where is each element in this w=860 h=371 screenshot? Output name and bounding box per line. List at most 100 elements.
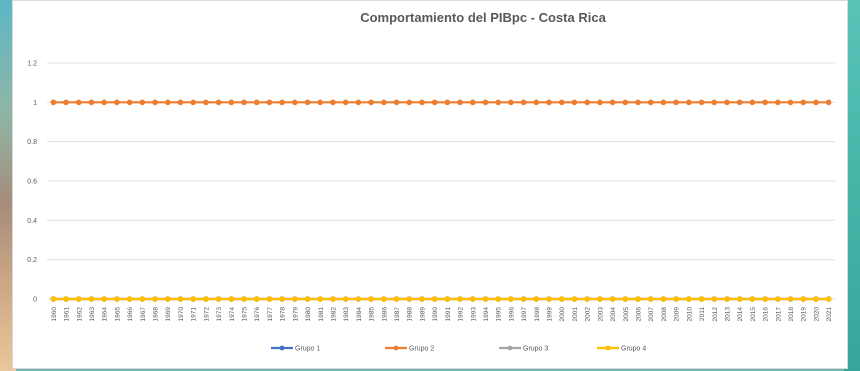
data-point[interactable] xyxy=(330,296,336,302)
data-point[interactable] xyxy=(825,296,832,302)
data-point[interactable] xyxy=(698,99,705,106)
data-point[interactable] xyxy=(139,296,146,302)
data-point[interactable] xyxy=(126,99,133,106)
data-point[interactable] xyxy=(444,296,451,302)
data-point[interactable] xyxy=(177,296,184,302)
data-point[interactable] xyxy=(304,99,311,106)
data-point[interactable] xyxy=(457,99,463,106)
data-point[interactable] xyxy=(292,296,298,302)
data-point[interactable] xyxy=(393,296,400,302)
data-point[interactable] xyxy=(419,296,425,302)
legend-item[interactable]: Grupo 3 xyxy=(499,346,548,353)
data-point[interactable] xyxy=(342,99,349,106)
data-point[interactable] xyxy=(813,99,819,106)
data-point[interactable] xyxy=(520,296,527,302)
data-point[interactable] xyxy=(622,99,629,106)
series-grupo-2[interactable] xyxy=(50,99,832,106)
data-point[interactable] xyxy=(279,99,285,106)
data-point[interactable] xyxy=(584,99,590,106)
data-point[interactable] xyxy=(660,296,667,302)
data-point[interactable] xyxy=(800,296,807,302)
data-point[interactable] xyxy=(419,99,425,106)
data-point[interactable] xyxy=(571,99,578,106)
data-point[interactable] xyxy=(724,296,730,302)
data-point[interactable] xyxy=(457,296,463,302)
data-point[interactable] xyxy=(558,99,565,106)
data-point[interactable] xyxy=(673,296,679,302)
data-point[interactable] xyxy=(647,296,654,302)
data-point[interactable] xyxy=(88,296,95,302)
data-point[interactable] xyxy=(609,99,616,106)
data-point[interactable] xyxy=(495,99,501,106)
data-point[interactable] xyxy=(279,296,285,302)
data-point[interactable] xyxy=(101,99,107,106)
data-point[interactable] xyxy=(381,296,387,302)
data-point[interactable] xyxy=(724,99,730,106)
data-point[interactable] xyxy=(368,99,374,106)
data-point[interactable] xyxy=(520,99,527,106)
data-point[interactable] xyxy=(317,296,324,302)
data-point[interactable] xyxy=(597,99,603,106)
data-point[interactable] xyxy=(698,296,705,302)
series-grupo-4[interactable] xyxy=(50,296,832,302)
data-point[interactable] xyxy=(609,296,616,302)
data-point[interactable] xyxy=(164,99,171,106)
data-point[interactable] xyxy=(469,296,476,302)
data-point[interactable] xyxy=(482,99,489,106)
data-point[interactable] xyxy=(597,296,603,302)
data-point[interactable] xyxy=(126,296,133,302)
data-point[interactable] xyxy=(673,99,679,106)
data-point[interactable] xyxy=(241,99,247,106)
data-point[interactable] xyxy=(228,99,235,106)
data-point[interactable] xyxy=(203,99,209,106)
data-point[interactable] xyxy=(711,296,718,302)
data-point[interactable] xyxy=(190,296,196,302)
data-point[interactable] xyxy=(622,296,629,302)
data-point[interactable] xyxy=(253,99,260,106)
data-point[interactable] xyxy=(508,296,514,302)
data-point[interactable] xyxy=(533,296,540,302)
data-point[interactable] xyxy=(393,99,400,106)
data-point[interactable] xyxy=(177,99,184,106)
data-point[interactable] xyxy=(406,296,413,302)
data-point[interactable] xyxy=(215,296,222,302)
data-point[interactable] xyxy=(711,99,718,106)
data-point[interactable] xyxy=(139,99,146,106)
data-point[interactable] xyxy=(825,99,832,106)
data-point[interactable] xyxy=(686,296,692,302)
data-point[interactable] xyxy=(584,296,590,302)
data-point[interactable] xyxy=(546,99,552,106)
data-point[interactable] xyxy=(317,99,324,106)
data-point[interactable] xyxy=(431,99,438,106)
data-point[interactable] xyxy=(406,99,413,106)
data-point[interactable] xyxy=(736,99,743,106)
data-point[interactable] xyxy=(775,296,781,302)
legend-item[interactable]: Grupo 1 xyxy=(271,346,320,353)
data-point[interactable] xyxy=(50,99,57,106)
data-point[interactable] xyxy=(114,99,120,106)
data-point[interactable] xyxy=(342,296,349,302)
data-point[interactable] xyxy=(546,296,552,302)
data-point[interactable] xyxy=(292,99,298,106)
data-point[interactable] xyxy=(495,296,501,302)
data-point[interactable] xyxy=(800,99,807,106)
data-point[interactable] xyxy=(215,99,222,106)
data-point[interactable] xyxy=(228,296,235,302)
data-point[interactable] xyxy=(762,99,768,106)
data-point[interactable] xyxy=(355,99,362,106)
data-point[interactable] xyxy=(647,99,654,106)
data-point[interactable] xyxy=(266,296,273,302)
data-point[interactable] xyxy=(571,296,578,302)
data-point[interactable] xyxy=(431,296,438,302)
data-point[interactable] xyxy=(88,99,95,106)
data-point[interactable] xyxy=(164,296,171,302)
data-point[interactable] xyxy=(775,99,781,106)
data-point[interactable] xyxy=(241,296,247,302)
data-point[interactable] xyxy=(787,99,794,106)
data-point[interactable] xyxy=(444,99,451,106)
data-point[interactable] xyxy=(101,296,107,302)
data-point[interactable] xyxy=(355,296,362,302)
data-point[interactable] xyxy=(635,296,641,302)
data-point[interactable] xyxy=(558,296,565,302)
